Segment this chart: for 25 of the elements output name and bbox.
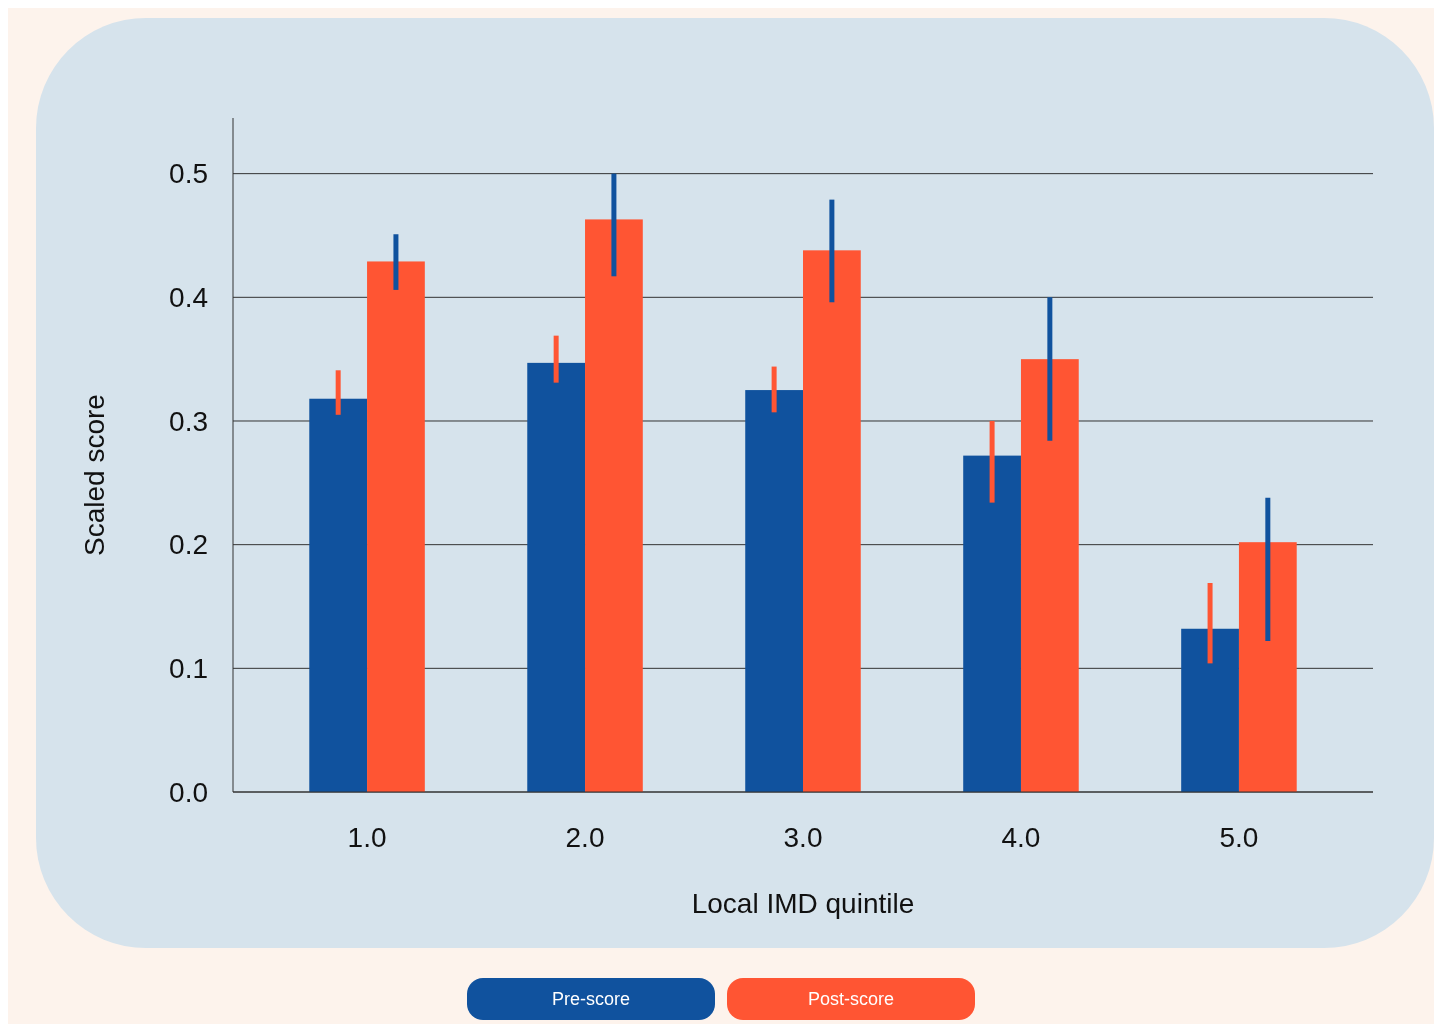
y-tick-label: 0.5 <box>169 158 208 190</box>
bar <box>527 362 586 792</box>
bar <box>963 455 1021 792</box>
bar <box>1181 628 1239 792</box>
y-tick-label: 0.2 <box>169 529 208 561</box>
text: Post-score <box>807 989 895 1010</box>
y-axis-title: Scaled score <box>79 394 110 556</box>
x-tick-label: 2.0 <box>565 822 605 853</box>
bar <box>585 219 643 792</box>
bar <box>1238 542 1297 792</box>
y-tick-label: 0.1 <box>169 653 208 685</box>
x-tick-label: 1.0 <box>347 822 387 853</box>
text: Pre-score <box>551 989 631 1010</box>
x-tick-label: 4.0 <box>1001 822 1041 853</box>
bar <box>1020 359 1079 792</box>
x-tick-label: 5.0 <box>1219 822 1259 853</box>
bar <box>309 398 368 792</box>
bar <box>803 250 861 792</box>
y-tick-label: 0.3 <box>169 405 208 437</box>
bar <box>745 390 803 792</box>
y-tick-label: 0.4 <box>169 282 208 314</box>
x-tick-label: 3.0 <box>783 822 823 853</box>
x-axis-title: Local IMD quintile <box>691 888 915 919</box>
bar <box>367 261 425 792</box>
y-tick-label: 0.0 <box>169 776 208 808</box>
